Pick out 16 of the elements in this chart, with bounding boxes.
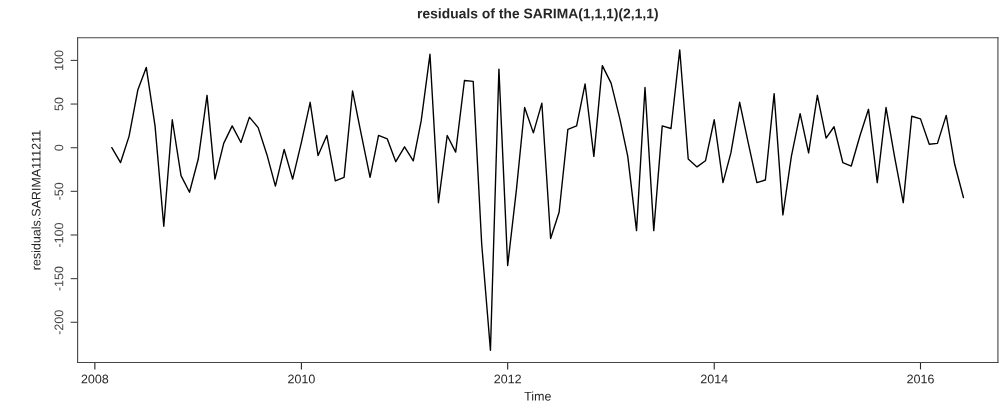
y-tick-label: -100 [54,222,64,247]
x-tick-label: 2010 [288,374,315,384]
y-tick-label: 0 [54,144,64,151]
x-tick-label: 2008 [81,374,109,384]
y-tick-label: -50 [54,182,64,200]
y-axis-title: residuals.SARIMA111211 [31,130,41,270]
x-tick-label: 2012 [494,374,521,384]
line-series [111,49,965,351]
y-tick-label: 50 [54,97,64,111]
x-tick-label: 2016 [907,374,934,384]
y-tick-label: -150 [54,266,64,291]
y-tick-label: 100 [54,50,64,70]
x-axis-title: Time [524,391,551,401]
y-tick-label: -200 [54,310,64,335]
x-tick-label: 2014 [700,374,728,384]
chart-title: residuals of the SARIMA(1,1,1)(2,1,1) [417,8,658,22]
